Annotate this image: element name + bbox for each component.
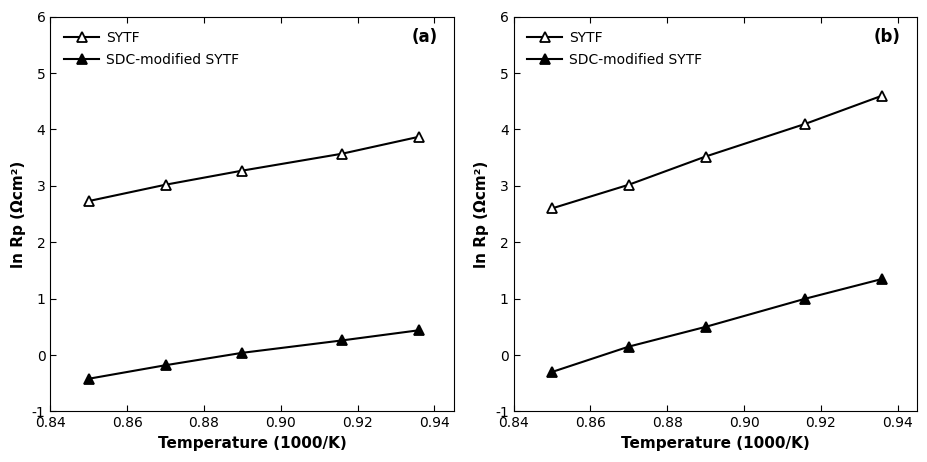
SYTF [546, 206, 557, 211]
Line: SDC-modified SYTF: SDC-modified SYTF [547, 274, 886, 377]
SYTF [413, 134, 425, 140]
SDC-modified SYTF [699, 324, 710, 329]
Line: SDC-modified SYTF: SDC-modified SYTF [83, 325, 424, 383]
SDC-modified SYTF [337, 338, 348, 343]
Legend: SYTF, SDC-modified SYTF: SYTF, SDC-modified SYTF [520, 24, 708, 74]
Text: (a): (a) [411, 29, 437, 47]
SYTF [337, 151, 348, 157]
SYTF [623, 182, 634, 188]
Y-axis label: ln Rp (Ωcm²): ln Rp (Ωcm²) [11, 160, 26, 267]
Line: SYTF: SYTF [83, 132, 424, 206]
SYTF [799, 121, 810, 127]
Legend: SYTF, SDC-modified SYTF: SYTF, SDC-modified SYTF [57, 24, 246, 74]
SYTF [699, 154, 710, 159]
X-axis label: Temperature (1000/K): Temperature (1000/K) [620, 436, 808, 451]
SYTF [159, 182, 171, 188]
SDC-modified SYTF [159, 363, 171, 368]
SYTF [236, 168, 248, 173]
SDC-modified SYTF [413, 328, 425, 333]
Line: SYTF: SYTF [547, 91, 886, 213]
SDC-modified SYTF [623, 344, 634, 349]
Text: (b): (b) [873, 29, 900, 47]
SYTF [83, 198, 95, 204]
SDC-modified SYTF [236, 350, 248, 356]
SYTF [876, 93, 887, 98]
SDC-modified SYTF [546, 369, 557, 375]
SDC-modified SYTF [876, 276, 887, 282]
Y-axis label: ln Rp (Ωcm²): ln Rp (Ωcm²) [474, 160, 489, 267]
SDC-modified SYTF [799, 296, 810, 301]
SDC-modified SYTF [83, 376, 95, 382]
X-axis label: Temperature (1000/K): Temperature (1000/K) [158, 436, 346, 451]
